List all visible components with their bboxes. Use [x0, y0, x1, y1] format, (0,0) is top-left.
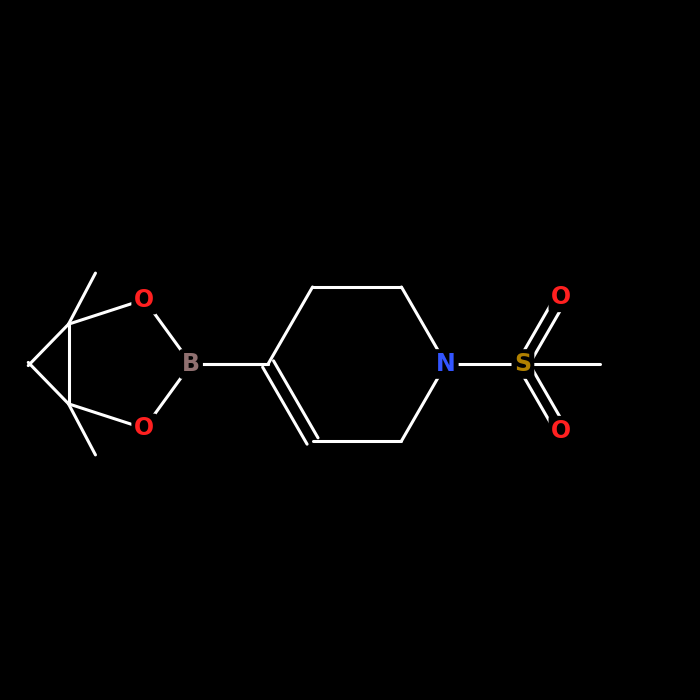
Text: B: B	[182, 352, 200, 376]
Text: N: N	[436, 352, 456, 376]
Text: O: O	[552, 286, 571, 309]
Text: S: S	[514, 352, 531, 376]
Text: O: O	[134, 288, 154, 312]
Text: O: O	[134, 416, 154, 440]
Text: O: O	[552, 419, 571, 442]
